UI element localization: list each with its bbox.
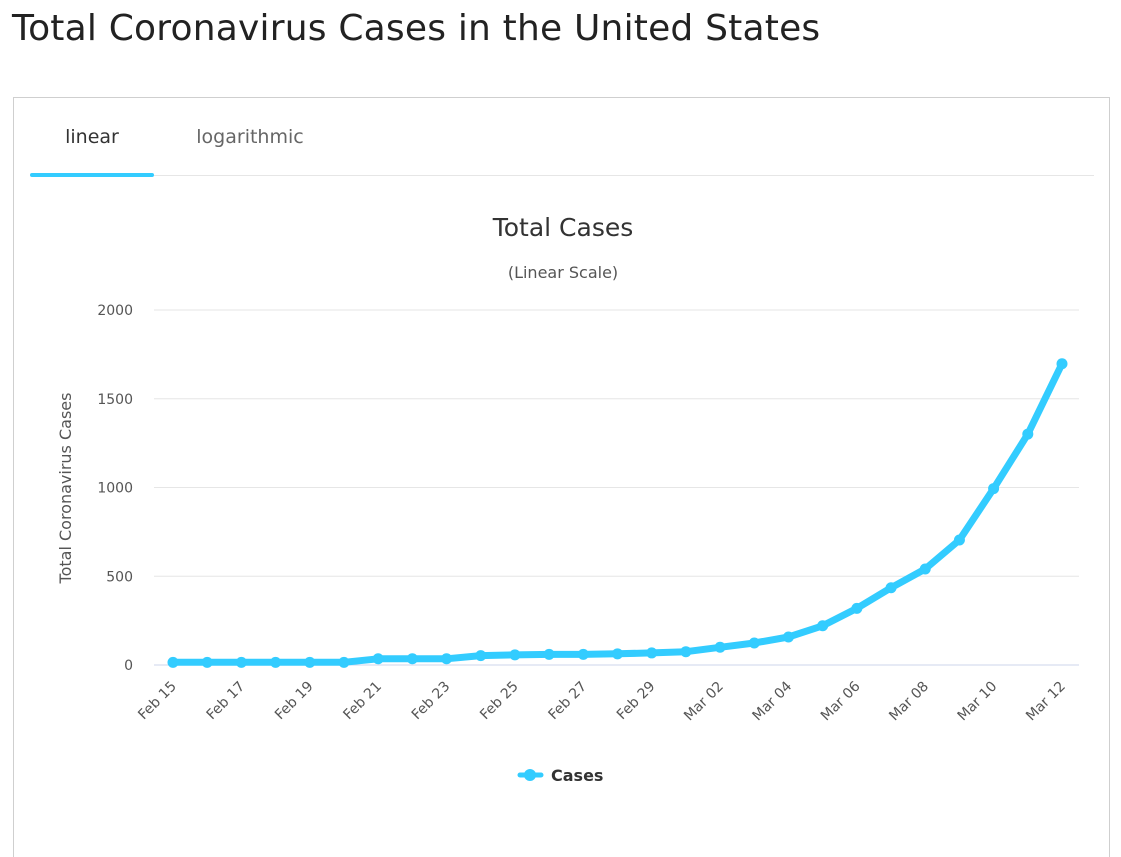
grid-lines (154, 309, 1079, 666)
legend[interactable]: Cases (517, 766, 603, 785)
y-tick-label: 500 (106, 569, 133, 585)
data-point[interactable] (577, 648, 589, 660)
data-point[interactable] (201, 656, 213, 668)
legend-label-cases[interactable]: Cases (551, 766, 603, 785)
y-tick-label: 2000 (97, 303, 133, 319)
y-axis-ticks: 0 500 1000 1500 2000 (97, 303, 133, 674)
x-axis-ticks: Feb 15 Feb 17 Feb 19 Feb 21 Feb 23 Feb 25 Feb … (135, 678, 1069, 724)
data-point[interactable] (372, 653, 384, 665)
data-point[interactable] (646, 647, 658, 659)
data-point[interactable] (782, 631, 794, 643)
x-tick-label: Mar 12 (1023, 679, 1069, 725)
x-tick-label: Feb 17 (204, 679, 249, 724)
data-point[interactable] (270, 656, 282, 668)
chart-card: linear logarithmic Total Cases (Linear S… (13, 97, 1110, 857)
scale-tabs: linear logarithmic (30, 98, 1094, 177)
x-tick-label: Feb 21 (340, 679, 385, 724)
data-point[interactable] (406, 653, 418, 665)
data-point[interactable] (475, 650, 487, 662)
tab-linear-label: linear (65, 125, 119, 148)
y-axis-title: Total Coronavirus Cases (56, 393, 75, 585)
data-point[interactable] (338, 656, 350, 668)
data-point[interactable] (885, 582, 897, 594)
chart-title: Total Cases (492, 213, 634, 242)
data-point[interactable] (441, 653, 453, 665)
active-tab-indicator (30, 173, 154, 177)
data-point[interactable] (988, 483, 1000, 495)
data-point[interactable] (680, 646, 692, 658)
y-tick-label: 0 (124, 658, 133, 674)
tab-logarithmic-label: logarithmic (196, 125, 304, 148)
y-tick-label: 1500 (97, 392, 133, 408)
legend-marker (524, 769, 536, 781)
x-tick-label: Feb 27 (546, 679, 591, 724)
page-title: Total Coronavirus Cases in the United St… (12, 8, 821, 49)
data-point[interactable] (509, 649, 521, 661)
x-tick-label: Mar 10 (955, 679, 1001, 725)
x-tick-label: Mar 06 (818, 678, 864, 724)
data-point[interactable] (235, 656, 247, 668)
tab-logarithmic[interactable]: logarithmic (182, 98, 318, 175)
x-tick-label: Feb 19 (272, 679, 317, 724)
y-tick-label: 1000 (97, 481, 133, 497)
series-line-cases (169, 360, 1066, 666)
x-tick-label: Mar 02 (681, 679, 727, 725)
data-point[interactable] (953, 534, 965, 546)
x-tick-label: Feb 15 (135, 679, 180, 724)
data-point[interactable] (748, 637, 760, 649)
x-tick-label: Mar 08 (886, 679, 932, 725)
data-point[interactable] (304, 656, 316, 668)
data-point[interactable] (919, 563, 931, 575)
data-point[interactable] (1022, 428, 1034, 440)
cases-line-chart: Total Cases (Linear Scale) Total Coronav… (56, 213, 1079, 785)
x-tick-label: Feb 29 (614, 679, 659, 724)
data-point[interactable] (543, 648, 555, 660)
x-tick-label: Feb 23 (409, 679, 454, 724)
data-point[interactable] (167, 656, 179, 668)
data-point[interactable] (612, 648, 623, 660)
x-tick-label: Feb 25 (477, 679, 522, 724)
tab-linear[interactable]: linear (30, 98, 154, 177)
data-point[interactable] (851, 602, 863, 614)
data-point[interactable] (714, 641, 726, 653)
chart-subtitle: (Linear Scale) (508, 263, 618, 282)
x-tick-label: Mar 04 (750, 678, 796, 724)
data-point[interactable] (1056, 358, 1068, 370)
series-layer (167, 358, 1068, 668)
data-point[interactable] (817, 620, 829, 632)
